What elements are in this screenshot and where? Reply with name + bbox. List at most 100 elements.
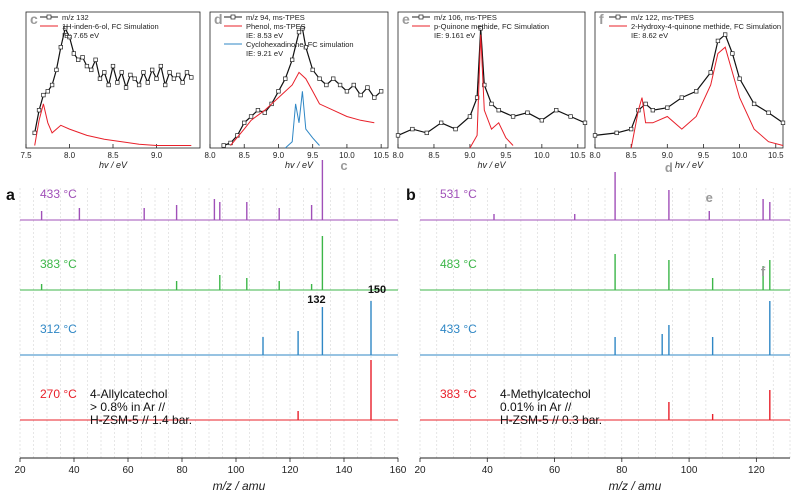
x-axis-label: hv / eV [477, 160, 506, 170]
series-line-2 [284, 91, 320, 149]
data-point [489, 101, 494, 107]
data-point [184, 70, 190, 75]
x-tick-label: 9.5 [500, 151, 512, 160]
data-point [424, 130, 429, 136]
sample-description: 0.01% in Ar // [500, 400, 572, 414]
data-point [45, 89, 50, 94]
data-point [592, 133, 598, 138]
legend-label: m/z 106, ms-TPES [434, 13, 497, 22]
data-point [283, 76, 288, 81]
data-point [337, 82, 343, 88]
data-point [132, 76, 137, 81]
data-point [145, 80, 150, 85]
x-tick-label: 8.0 [392, 151, 404, 160]
x-tick-label: 8.5 [428, 151, 440, 160]
data-point [467, 114, 473, 119]
data-point [665, 105, 670, 110]
data-point [751, 101, 757, 107]
data-point [310, 67, 315, 73]
temperature-label: 531 °C [440, 187, 477, 201]
legend-label: 1H-inden-6-ol, FC Simulation [62, 22, 159, 31]
data-point [351, 82, 356, 88]
x-tick-label: 80 [176, 465, 188, 476]
data-point [171, 76, 177, 81]
x-tick-label: 10.0 [534, 151, 550, 160]
data-point [58, 45, 63, 50]
data-point [525, 110, 530, 115]
plot-frame [594, 11, 784, 149]
data-point [221, 143, 226, 148]
panel-a: a 20 40 60 80 100 120 140 160 m/z / amu 433 °C 383 … [6, 158, 407, 493]
sample-description: > 0.8% in Ar // [90, 400, 166, 414]
data-point [303, 45, 308, 50]
data-point [568, 114, 573, 119]
data-point [80, 55, 85, 60]
x-tick-label: 10.5 [768, 151, 784, 160]
data-point [395, 133, 401, 138]
x-tick-label: 9.0 [151, 151, 163, 160]
data-point [643, 101, 648, 107]
data-point [189, 75, 194, 80]
data-point [737, 76, 742, 81]
legend-marker [615, 14, 621, 20]
legend-label: 2-Hydroxy-4-quinone methide, FC Simulati… [631, 22, 781, 31]
panel-letter: a [6, 187, 15, 204]
sample-description: H-ZSM-5 // 1.4 bar. [90, 413, 192, 427]
data-point [248, 114, 254, 119]
series-line-0 [34, 26, 192, 134]
peak-label: c [340, 158, 347, 173]
data-point [300, 26, 305, 31]
x-tick-label: 7.5 [20, 151, 32, 160]
x-tick-label: 8.0 [204, 151, 216, 160]
series-line-1 [230, 71, 375, 146]
x-tick-label: 8.5 [239, 151, 251, 160]
data-point [694, 89, 699, 94]
data-point [115, 80, 120, 85]
data-point [154, 76, 159, 81]
data-point [496, 108, 501, 113]
x-tick-label: 80 [616, 465, 628, 476]
data-point [614, 130, 619, 136]
legend-label: p-Quinone methide, FC Simulation [434, 22, 549, 31]
series-line-1 [34, 103, 192, 146]
x-axis-label: m/z / amu [609, 479, 662, 493]
data-point [344, 89, 350, 94]
plot-frame [209, 11, 389, 149]
data-point [62, 26, 68, 31]
data-point [167, 70, 172, 75]
data-point [54, 67, 59, 73]
temperature-label: 433 °C [40, 187, 77, 201]
temperature-label: 483 °C [440, 257, 477, 271]
x-tick-label: 8.5 [626, 151, 638, 160]
peak-label: 150 [368, 284, 386, 296]
data-point [482, 82, 487, 88]
panel-e: e 8.0 8.5 9.0 9.5 10.0 10.5 hv / eV m/z 106, ms-… [392, 11, 588, 170]
data-point [176, 72, 181, 78]
temperature-label: 312 °C [40, 322, 77, 336]
temperature-label: 383 °C [440, 387, 477, 401]
x-axis-label: hv / eV [99, 160, 128, 170]
x-tick-label: 10.5 [570, 151, 586, 160]
x-tick-label: 140 [336, 465, 353, 476]
panel-b: b 20 40 60 80 100 120 m/z / amu 531 °C 483 °C 433 … [406, 160, 791, 493]
data-point [317, 76, 322, 81]
data-point [128, 72, 133, 78]
data-point [365, 85, 370, 90]
data-point [141, 70, 146, 75]
data-point [76, 57, 81, 62]
plot-frame [397, 11, 586, 149]
x-axis-label: m/z / amu [213, 479, 266, 493]
legend-label: Phenol, ms-TPES [246, 22, 306, 31]
data-point [629, 126, 634, 132]
panel-letter: d [214, 11, 223, 27]
sample-description: 4-Allylcatechol [90, 387, 167, 401]
data-point [679, 95, 684, 100]
data-point [730, 51, 735, 56]
x-tick-label: 120 [748, 465, 765, 476]
legend-label: IE: 9.21 eV [246, 49, 283, 58]
sample-description: H-ZSM-5 // 0.3 bar. [500, 413, 602, 427]
temperature-label: 270 °C [40, 387, 77, 401]
data-point [510, 114, 516, 119]
data-point [708, 70, 713, 75]
